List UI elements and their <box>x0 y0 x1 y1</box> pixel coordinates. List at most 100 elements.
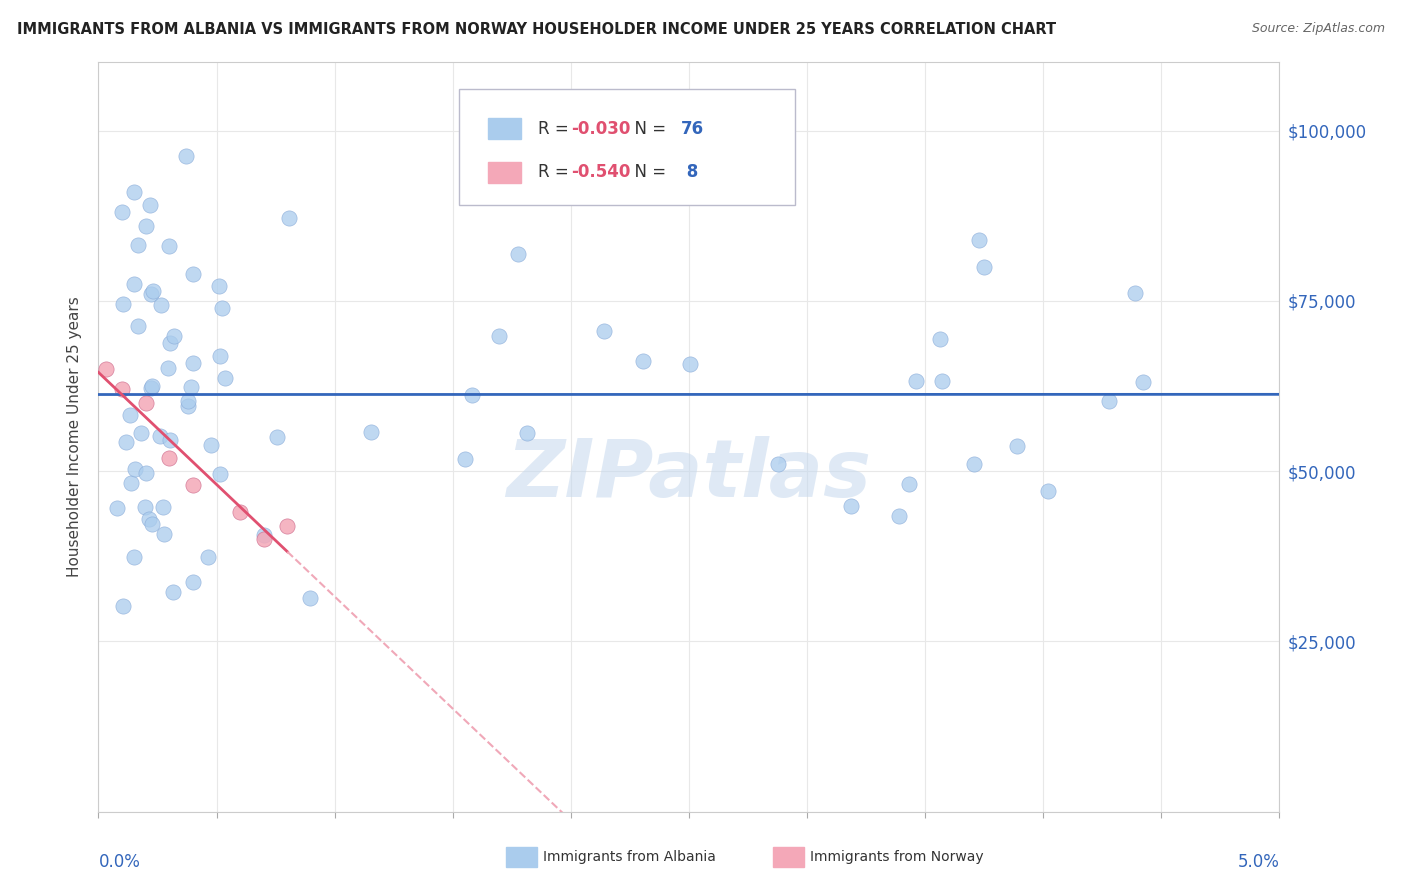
Text: 5.0%: 5.0% <box>1237 853 1279 871</box>
Point <box>253 528 276 542</box>
Point <box>135 467 157 481</box>
Point <box>181 477 204 491</box>
Point <box>139 197 162 211</box>
Point <box>163 329 186 343</box>
Text: N =: N = <box>624 163 671 181</box>
Point <box>276 518 298 533</box>
Point <box>177 393 200 408</box>
Point <box>766 457 789 471</box>
Point <box>111 383 134 397</box>
Point <box>142 285 165 299</box>
Point <box>839 499 862 513</box>
Text: ZIPatlas: ZIPatlas <box>506 435 872 514</box>
Point <box>209 350 232 364</box>
Point <box>94 362 117 376</box>
Point <box>111 205 134 219</box>
Point <box>197 550 219 565</box>
Text: Immigrants from Norway: Immigrants from Norway <box>810 850 983 864</box>
Point <box>1123 285 1146 300</box>
Point <box>157 239 180 253</box>
Point <box>127 319 149 334</box>
Point <box>149 428 172 442</box>
Point <box>138 512 160 526</box>
Point <box>461 388 484 402</box>
Point <box>516 426 538 441</box>
Point <box>162 585 184 599</box>
Point <box>159 433 181 447</box>
Point <box>1036 484 1059 499</box>
Text: R =: R = <box>537 120 574 137</box>
Point <box>111 297 134 311</box>
Text: N =: N = <box>624 120 671 137</box>
Point <box>593 324 616 338</box>
Point <box>229 505 252 519</box>
Point <box>967 233 990 247</box>
Point <box>176 399 198 413</box>
Point <box>298 591 321 606</box>
Text: -0.540: -0.540 <box>571 163 630 181</box>
Point <box>679 357 702 371</box>
Point <box>156 360 179 375</box>
Point <box>139 381 162 395</box>
Point <box>277 211 299 226</box>
FancyBboxPatch shape <box>458 88 796 205</box>
Point <box>360 425 382 439</box>
Point <box>174 149 197 163</box>
Point <box>898 476 921 491</box>
Point <box>931 374 953 388</box>
Point <box>488 328 510 343</box>
Point <box>1005 439 1028 453</box>
Text: Immigrants from Albania: Immigrants from Albania <box>543 850 716 864</box>
Bar <box>488 118 522 139</box>
Point <box>141 379 163 393</box>
Point <box>207 278 229 293</box>
Point <box>153 526 176 541</box>
Point <box>120 476 142 491</box>
Point <box>181 267 204 281</box>
Text: 8: 8 <box>681 163 697 181</box>
Point <box>157 450 180 465</box>
Point <box>122 549 145 564</box>
Point <box>114 434 136 449</box>
Point <box>135 219 157 233</box>
Bar <box>488 161 522 183</box>
Text: -0.030: -0.030 <box>571 120 630 137</box>
Point <box>129 426 152 441</box>
Point <box>139 286 162 301</box>
Point <box>159 335 181 350</box>
Point <box>152 500 174 515</box>
Point <box>905 374 928 388</box>
Point <box>135 396 157 410</box>
Point <box>124 277 146 291</box>
Point <box>183 356 205 370</box>
Point <box>454 452 477 467</box>
Text: Source: ZipAtlas.com: Source: ZipAtlas.com <box>1251 22 1385 36</box>
Point <box>963 458 986 472</box>
Y-axis label: Householder Income Under 25 years: Householder Income Under 25 years <box>67 297 83 577</box>
Point <box>266 429 288 443</box>
Point <box>253 533 276 547</box>
Point <box>111 599 134 613</box>
Point <box>506 247 529 261</box>
Point <box>887 509 910 524</box>
Point <box>107 500 129 515</box>
Text: R =: R = <box>537 163 574 181</box>
Point <box>214 370 236 384</box>
Point <box>1132 375 1154 389</box>
Point <box>149 298 172 312</box>
Point <box>127 238 149 252</box>
Point <box>631 354 654 368</box>
Point <box>134 500 156 514</box>
Text: IMMIGRANTS FROM ALBANIA VS IMMIGRANTS FROM NORWAY HOUSEHOLDER INCOME UNDER 25 YE: IMMIGRANTS FROM ALBANIA VS IMMIGRANTS FR… <box>17 22 1056 37</box>
Point <box>211 301 233 315</box>
Point <box>1098 394 1121 409</box>
Point <box>181 574 204 589</box>
Point <box>120 409 142 423</box>
Text: 76: 76 <box>681 120 704 137</box>
Point <box>973 260 995 275</box>
Point <box>124 462 146 476</box>
Point <box>141 517 163 532</box>
Point <box>122 185 145 199</box>
Text: 0.0%: 0.0% <box>98 853 141 871</box>
Point <box>200 438 222 452</box>
